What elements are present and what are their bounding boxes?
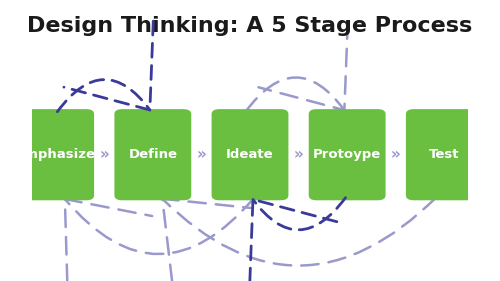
FancyBboxPatch shape	[212, 109, 288, 200]
FancyArrowPatch shape	[246, 21, 348, 112]
FancyArrowPatch shape	[250, 198, 346, 281]
Text: Protoype: Protoype	[313, 148, 382, 161]
Text: Emphasize: Emphasize	[16, 148, 96, 161]
Text: Test: Test	[429, 148, 460, 161]
FancyArrowPatch shape	[58, 21, 154, 112]
Text: »: »	[294, 147, 304, 162]
Text: »: »	[196, 147, 206, 162]
FancyBboxPatch shape	[308, 109, 386, 200]
FancyArrowPatch shape	[65, 198, 254, 281]
Text: Ideate: Ideate	[226, 148, 274, 161]
FancyBboxPatch shape	[17, 109, 94, 200]
Text: »: »	[100, 147, 109, 162]
FancyBboxPatch shape	[114, 109, 192, 200]
Text: Design Thinking: A 5 Stage Process: Design Thinking: A 5 Stage Process	[28, 16, 472, 36]
Text: »: »	[391, 147, 400, 162]
FancyBboxPatch shape	[406, 109, 483, 200]
Text: Define: Define	[128, 148, 178, 161]
FancyArrowPatch shape	[162, 197, 436, 281]
